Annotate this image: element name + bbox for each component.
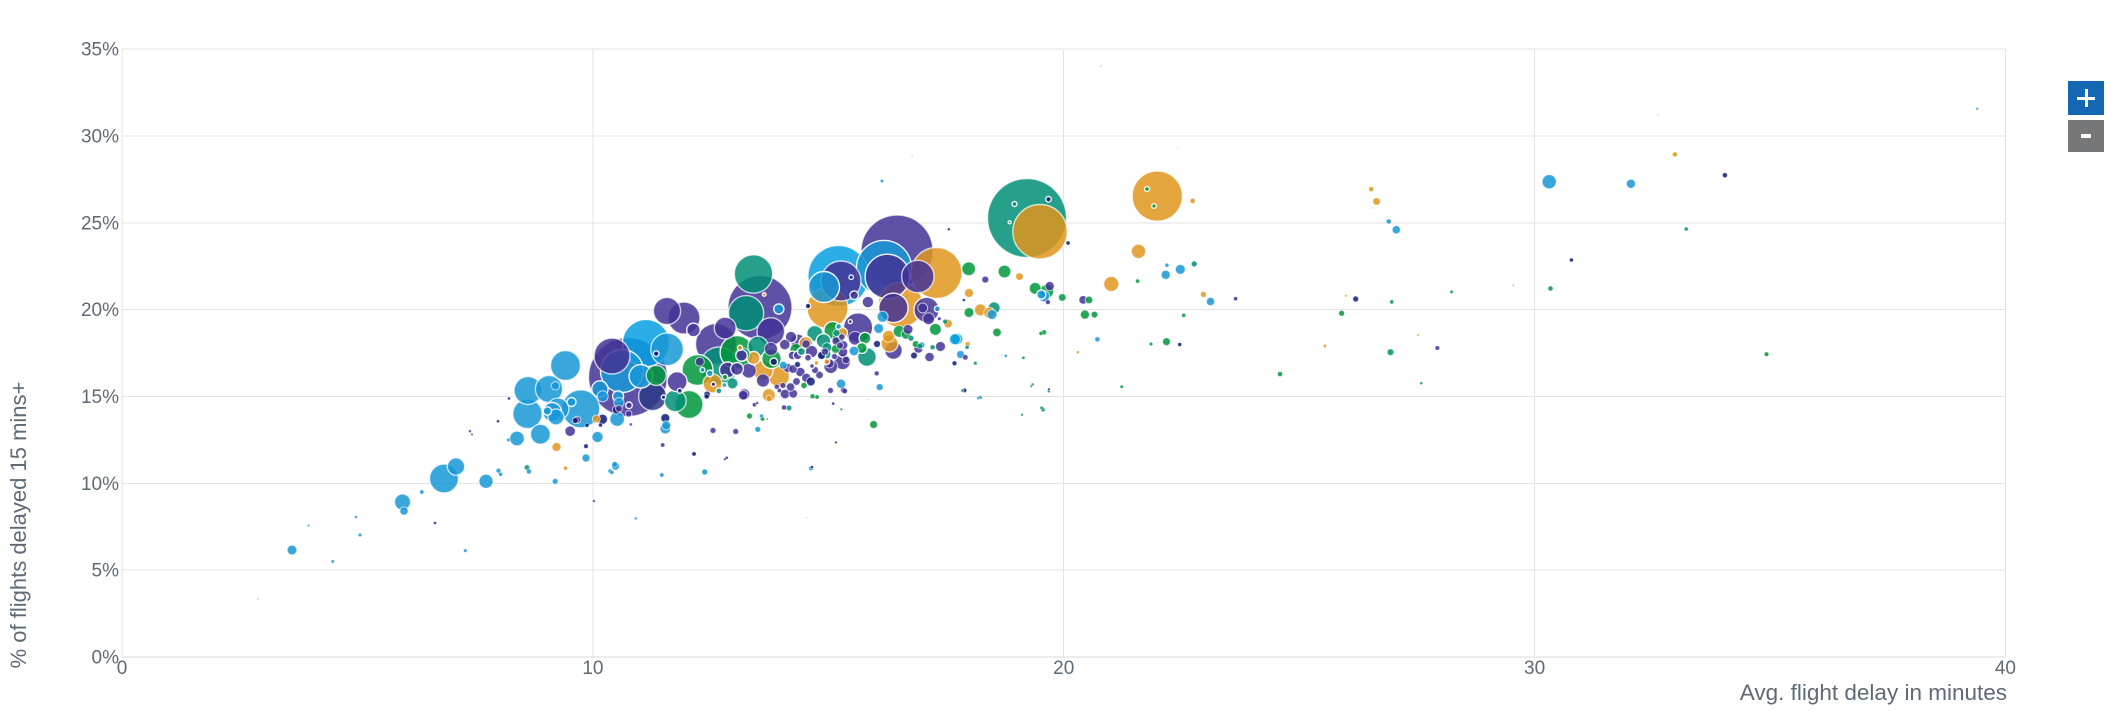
svg-text:35%: 35% <box>81 40 119 61</box>
svg-text:30%: 30% <box>81 127 119 148</box>
svg-text:Avg. flight delay in minutes: Avg. flight delay in minutes <box>1740 680 2007 705</box>
svg-text:25%: 25% <box>81 213 119 234</box>
svg-text:15%: 15% <box>81 387 119 408</box>
svg-text:20%: 20% <box>81 300 119 321</box>
svg-text:10%: 10% <box>81 474 119 495</box>
svg-text:0: 0 <box>117 658 128 679</box>
svg-text:0%: 0% <box>92 648 120 669</box>
svg-text:20: 20 <box>1053 658 1074 679</box>
svg-text:30: 30 <box>1524 658 1545 679</box>
svg-text:% of flights delayed 15 mins+: % of flights delayed 15 mins+ <box>6 382 31 669</box>
svg-text:40: 40 <box>1995 658 2016 679</box>
svg-text:5%: 5% <box>92 561 120 582</box>
svg-text:10: 10 <box>582 658 603 679</box>
